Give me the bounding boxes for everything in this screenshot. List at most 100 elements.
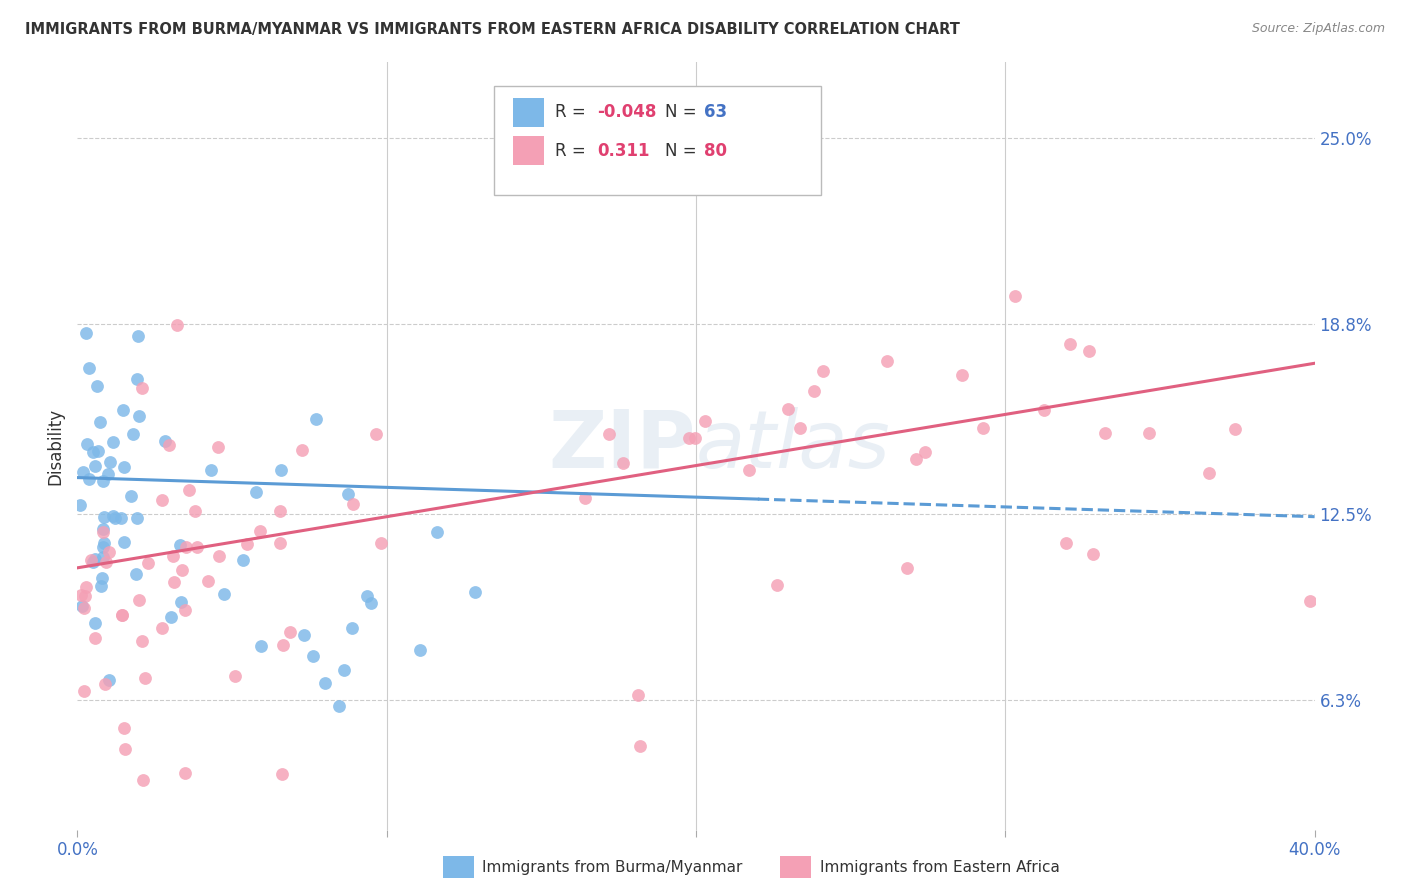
Point bbox=[1223, 422, 1246, 436]
Point bbox=[131, 381, 153, 395]
Text: 80: 80 bbox=[704, 142, 727, 160]
Point bbox=[82, 555, 104, 569]
Point bbox=[84, 615, 107, 630]
Point bbox=[292, 628, 315, 642]
Point bbox=[409, 643, 432, 657]
Point bbox=[131, 633, 153, 648]
Point bbox=[98, 455, 121, 469]
Point bbox=[76, 437, 98, 451]
Point bbox=[249, 640, 271, 654]
Point bbox=[98, 545, 121, 559]
Point bbox=[166, 318, 188, 332]
Point bbox=[245, 485, 267, 500]
Point bbox=[112, 534, 135, 549]
Point bbox=[72, 465, 94, 479]
Point bbox=[70, 589, 93, 603]
Point bbox=[314, 676, 336, 690]
Text: atlas: atlas bbox=[696, 407, 891, 485]
Point bbox=[91, 571, 114, 585]
Point bbox=[111, 608, 134, 623]
Point bbox=[150, 621, 173, 635]
Text: Immigrants from Eastern Africa: Immigrants from Eastern Africa bbox=[820, 860, 1060, 874]
Point bbox=[426, 525, 449, 540]
Point bbox=[370, 535, 392, 549]
Point bbox=[91, 522, 114, 536]
Point bbox=[627, 688, 650, 702]
Point bbox=[1032, 403, 1054, 417]
Point bbox=[89, 415, 111, 429]
Point bbox=[336, 487, 359, 501]
Text: Immigrants from Burma/Myanmar: Immigrants from Burma/Myanmar bbox=[482, 860, 742, 874]
Point bbox=[305, 411, 328, 425]
Point bbox=[75, 580, 97, 594]
Point bbox=[1059, 337, 1081, 351]
Text: Source: ZipAtlas.com: Source: ZipAtlas.com bbox=[1251, 22, 1385, 36]
Point bbox=[1299, 593, 1322, 607]
Point bbox=[249, 524, 271, 538]
Point bbox=[269, 536, 291, 550]
Point bbox=[87, 443, 110, 458]
Text: R =: R = bbox=[555, 142, 592, 160]
Point bbox=[464, 585, 486, 599]
Text: IMMIGRANTS FROM BURMA/MYANMAR VS IMMIGRANTS FROM EASTERN AFRICA DISABILITY CORRE: IMMIGRANTS FROM BURMA/MYANMAR VS IMMIGRA… bbox=[25, 22, 960, 37]
Point bbox=[950, 368, 973, 382]
Text: 63: 63 bbox=[704, 103, 727, 121]
Point bbox=[136, 556, 159, 570]
Text: N =: N = bbox=[665, 103, 702, 121]
Point bbox=[127, 511, 149, 525]
Point bbox=[364, 426, 387, 441]
Point bbox=[69, 498, 91, 512]
Point bbox=[150, 493, 173, 508]
Point bbox=[738, 463, 761, 477]
Point bbox=[598, 426, 620, 441]
Point bbox=[328, 698, 350, 713]
Point bbox=[224, 668, 246, 682]
Point bbox=[342, 497, 364, 511]
Point bbox=[356, 589, 378, 603]
Point bbox=[86, 379, 108, 393]
Point bbox=[112, 460, 135, 475]
Point bbox=[82, 445, 104, 459]
Point bbox=[84, 551, 107, 566]
Point bbox=[153, 434, 176, 449]
Point bbox=[94, 555, 117, 569]
Point bbox=[159, 610, 181, 624]
Point bbox=[101, 435, 124, 450]
Point bbox=[80, 553, 103, 567]
Point bbox=[197, 574, 219, 589]
Point bbox=[235, 537, 257, 551]
Point bbox=[1004, 289, 1026, 303]
Point bbox=[813, 364, 835, 378]
Point bbox=[112, 721, 135, 735]
Point bbox=[207, 440, 229, 454]
Point bbox=[1054, 535, 1077, 549]
Point bbox=[93, 474, 115, 488]
Point bbox=[93, 524, 115, 539]
Point bbox=[1094, 425, 1116, 440]
Point bbox=[132, 772, 155, 787]
Point bbox=[128, 593, 150, 607]
Text: N =: N = bbox=[665, 142, 702, 160]
Point bbox=[1077, 343, 1099, 358]
Text: 0.311: 0.311 bbox=[598, 142, 650, 160]
Point bbox=[678, 431, 700, 445]
Point bbox=[83, 459, 105, 474]
Point bbox=[70, 599, 93, 613]
Point bbox=[269, 504, 291, 518]
Text: ZIP: ZIP bbox=[548, 407, 696, 485]
Point bbox=[271, 638, 294, 652]
Point bbox=[111, 402, 134, 417]
Point bbox=[896, 561, 918, 575]
Point bbox=[184, 504, 207, 518]
Point bbox=[134, 671, 156, 685]
Point bbox=[271, 767, 294, 781]
Point bbox=[174, 603, 197, 617]
Point bbox=[110, 511, 132, 525]
Point bbox=[120, 490, 142, 504]
Point bbox=[73, 589, 96, 603]
Point bbox=[103, 511, 125, 525]
Point bbox=[766, 578, 789, 592]
Point bbox=[162, 549, 184, 563]
Point bbox=[169, 538, 191, 552]
Point bbox=[270, 463, 292, 477]
